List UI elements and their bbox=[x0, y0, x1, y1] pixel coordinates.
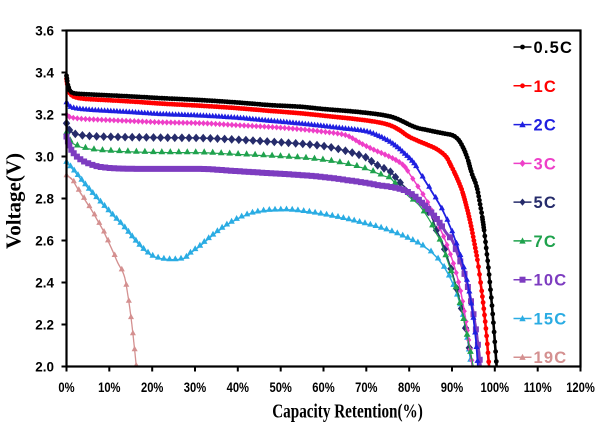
svg-text:2.6: 2.6 bbox=[35, 233, 54, 248]
svg-text:70%: 70% bbox=[355, 380, 377, 395]
svg-text:2.8: 2.8 bbox=[35, 191, 54, 206]
svg-text:10C: 10C bbox=[534, 272, 568, 290]
svg-text:0%: 0% bbox=[58, 380, 74, 395]
svg-text:50%: 50% bbox=[270, 380, 292, 395]
svg-text:19C: 19C bbox=[534, 349, 568, 367]
svg-text:0.5C: 0.5C bbox=[534, 39, 574, 57]
svg-text:Capacity Retention(%): Capacity Retention(%) bbox=[272, 399, 423, 422]
svg-text:120%: 120% bbox=[566, 380, 595, 395]
svg-text:2.2: 2.2 bbox=[35, 317, 54, 332]
svg-text:90%: 90% bbox=[441, 380, 463, 395]
svg-text:3.6: 3.6 bbox=[35, 23, 54, 38]
svg-text:Voltage(V): Voltage(V) bbox=[2, 153, 26, 249]
svg-text:40%: 40% bbox=[227, 380, 249, 395]
svg-text:20%: 20% bbox=[141, 380, 163, 395]
svg-text:3.4: 3.4 bbox=[35, 65, 54, 80]
svg-text:10%: 10% bbox=[98, 380, 120, 395]
svg-text:60%: 60% bbox=[312, 380, 334, 395]
svg-text:7C: 7C bbox=[534, 233, 558, 251]
svg-text:3.2: 3.2 bbox=[35, 107, 54, 122]
svg-text:80%: 80% bbox=[398, 380, 420, 395]
svg-text:3C: 3C bbox=[534, 155, 558, 173]
svg-text:2.4: 2.4 bbox=[35, 275, 54, 290]
svg-text:3.0: 3.0 bbox=[35, 149, 54, 164]
svg-text:110%: 110% bbox=[524, 380, 552, 395]
svg-text:2C: 2C bbox=[534, 117, 558, 135]
svg-text:30%: 30% bbox=[184, 380, 206, 395]
svg-text:100%: 100% bbox=[480, 380, 509, 395]
svg-text:5C: 5C bbox=[534, 194, 558, 212]
svg-text:1C: 1C bbox=[534, 78, 558, 96]
svg-text:15C: 15C bbox=[534, 311, 568, 329]
svg-text:2.0: 2.0 bbox=[35, 359, 54, 374]
